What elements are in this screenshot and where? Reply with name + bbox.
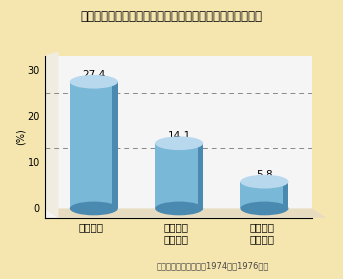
Polygon shape (283, 182, 288, 208)
Polygon shape (155, 143, 198, 208)
Text: 5.8: 5.8 (256, 170, 273, 180)
Polygon shape (113, 82, 118, 208)
Ellipse shape (155, 202, 203, 215)
Polygon shape (240, 182, 283, 208)
Ellipse shape (240, 175, 288, 189)
Ellipse shape (70, 202, 118, 215)
Text: 小学１年生でむし歯になった歯の割合　（小学校１年生）: 小学１年生でむし歯になった歯の割合 （小学校１年生） (81, 10, 262, 23)
Ellipse shape (70, 75, 118, 88)
Y-axis label: (%): (%) (16, 128, 26, 145)
Polygon shape (45, 51, 59, 218)
Ellipse shape (155, 136, 203, 150)
Text: 14.1: 14.1 (167, 131, 191, 141)
Ellipse shape (240, 202, 288, 215)
Text: 27.4: 27.4 (82, 70, 105, 80)
Polygon shape (198, 143, 203, 208)
Polygon shape (70, 82, 113, 208)
Polygon shape (45, 208, 326, 218)
Text: 新潟県東頸城郡牧村（1974年～1976年）: 新潟県東頸城郡牧村（1974年～1976年） (156, 262, 269, 271)
